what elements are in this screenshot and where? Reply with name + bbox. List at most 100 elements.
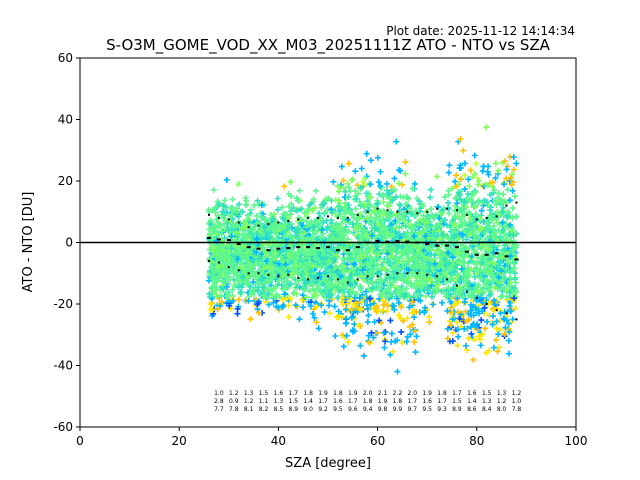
- scatter-point: [285, 302, 292, 309]
- median-point: [355, 246, 360, 249]
- stat-label: 2.2: [393, 390, 403, 397]
- scatter-point: [460, 300, 467, 307]
- scatter-point: [222, 289, 229, 296]
- scatter-point: [501, 262, 508, 269]
- scatter-point: [491, 260, 498, 267]
- scatter-point: [396, 201, 403, 208]
- x-axis: 0 20 40 60 80 100: [76, 427, 587, 448]
- stat-label: 1.5: [289, 398, 299, 405]
- scatter-point: [382, 338, 389, 345]
- lower_envelope-point: [317, 276, 320, 279]
- lower_envelope-point: [485, 303, 488, 305]
- scatter-point: [468, 266, 475, 273]
- scatter-point: [390, 348, 397, 355]
- stat-label: 1.7: [318, 398, 328, 405]
- scatter-point: [391, 236, 398, 243]
- scatter-point: [469, 303, 476, 310]
- stat-label: 1.7: [289, 390, 299, 397]
- stat-label: 8.4: [482, 406, 492, 413]
- scatter-point: [369, 232, 376, 239]
- scatter-point: [337, 230, 344, 237]
- median-point: [335, 249, 340, 252]
- scatter-point: [358, 299, 365, 306]
- scatter-point: [213, 291, 220, 298]
- scatter-point: [335, 308, 342, 315]
- stat-label: 1.6: [274, 390, 284, 397]
- scatter-point: [406, 323, 413, 330]
- scatter-point: [392, 228, 399, 235]
- scatter-point: [375, 220, 382, 227]
- scatter-point: [344, 265, 351, 272]
- scatter-point: [306, 288, 313, 295]
- scatter-point: [212, 253, 219, 260]
- scatter-point: [436, 211, 443, 218]
- scatter-point: [356, 322, 363, 329]
- lower_envelope-point: [436, 275, 439, 278]
- scatter-point: [422, 232, 429, 239]
- upper_envelope-point: [485, 216, 488, 219]
- scatter-point: [372, 215, 379, 222]
- scatter-point: [212, 204, 219, 211]
- scatter-point: [417, 283, 424, 290]
- scatter-point: [346, 184, 353, 191]
- scatter-point: [275, 304, 282, 311]
- upper_envelope-point: [396, 210, 399, 213]
- scatter-point: [352, 168, 359, 175]
- scatter-point: [427, 194, 434, 201]
- stat-label: 1.1: [259, 398, 269, 405]
- scatter-point: [280, 225, 287, 232]
- scatter-point: [478, 259, 485, 266]
- scatter-point: [415, 287, 422, 294]
- scatter-point: [214, 305, 221, 312]
- stat-label: 8.6: [467, 406, 477, 413]
- lower_envelope-point: [495, 309, 498, 312]
- scatter-point: [260, 244, 267, 251]
- scatter-point: [273, 283, 280, 290]
- x-tick-label: 0: [76, 434, 84, 448]
- scatter-point: [500, 285, 507, 292]
- scatter-point: [327, 278, 334, 285]
- scatter-point: [422, 226, 429, 233]
- upper_envelope-point: [495, 215, 498, 218]
- scatter-point: [253, 212, 260, 219]
- scatter-point: [271, 254, 278, 261]
- scatter-point: [455, 223, 462, 230]
- scatter-point: [491, 344, 498, 351]
- scatter-point: [511, 295, 518, 302]
- scatter-point: [309, 286, 316, 293]
- scatter-point: [480, 202, 487, 209]
- scatter-point: [259, 292, 266, 299]
- scatter-point: [435, 281, 442, 288]
- scatter-point: [358, 201, 365, 208]
- scatter-point: [493, 325, 500, 332]
- scatter-point: [387, 317, 394, 324]
- scatter-point: [416, 198, 423, 205]
- scatter-point: [255, 255, 262, 262]
- lower_envelope-point: [247, 272, 250, 275]
- lower_envelope-point: [455, 284, 458, 287]
- scatter-point: [476, 336, 483, 343]
- upper_envelope-point: [247, 226, 250, 229]
- scatter-point: [366, 295, 373, 302]
- lower_envelope-point: [515, 318, 518, 321]
- stat-label: 9.0: [303, 406, 313, 413]
- scatter-point: [345, 160, 352, 167]
- scatter-point: [379, 191, 386, 198]
- scatter-point: [394, 295, 401, 302]
- scatter-point: [233, 209, 240, 216]
- scatter-point: [437, 235, 444, 242]
- scatter-point: [450, 228, 457, 235]
- scatter-point: [477, 275, 484, 282]
- scatter-point: [291, 251, 298, 258]
- scatter-point: [375, 233, 382, 240]
- scatter-point: [464, 190, 471, 197]
- scatter-point: [345, 202, 352, 208]
- scatter-point: [315, 286, 322, 293]
- scatter-point: [301, 286, 308, 293]
- scatter-point: [455, 189, 462, 196]
- scatter-point: [478, 317, 485, 324]
- scatter-point: [505, 350, 512, 357]
- scatter-point: [411, 180, 418, 187]
- scatter-point: [400, 317, 407, 324]
- scatter-point: [487, 291, 494, 298]
